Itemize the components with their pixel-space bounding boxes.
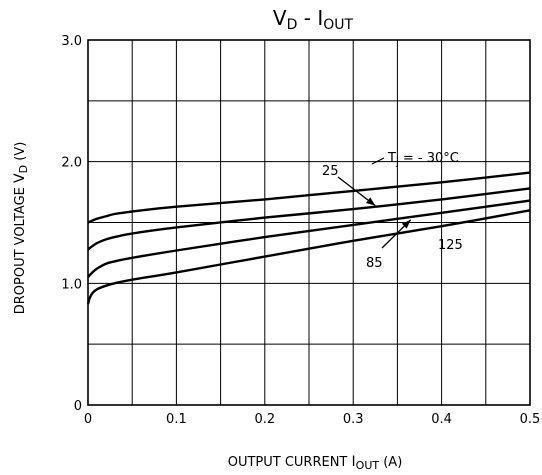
x-tick-label: 0.1: [166, 412, 187, 427]
y-tick-label: 1.0: [61, 277, 82, 292]
x-tick-label: 0: [84, 412, 92, 427]
grid: [88, 40, 530, 405]
arrow-85-head: [401, 219, 411, 229]
tick-labels: 0 0.1 0.2 0.3 0.4 0.5 0 1.0 2.0 3.0: [61, 34, 540, 427]
x-tick-label: 0.5: [520, 412, 541, 427]
tj-annotation: Tj = - 30°C: [387, 151, 459, 168]
y-axis-label: DROPOUT VOLTAGE VD (V): [12, 142, 30, 315]
x-tick-label: 0.3: [343, 412, 364, 427]
label-25: 25: [322, 164, 339, 179]
curve-85: [87, 199, 531, 279]
curve-125: [86, 209, 531, 305]
chart-title: VD - IOUT: [273, 6, 354, 33]
x-tick-label: 0.4: [431, 412, 452, 427]
curve-30C: [87, 171, 531, 224]
label-85: 85: [366, 256, 383, 271]
arrow-25-head: [366, 197, 376, 206]
annotations: [337, 157, 412, 249]
tj-leader: [371, 157, 385, 165]
y-tick-label: 3.0: [61, 34, 82, 49]
y-tick-label: 2.0: [61, 156, 82, 171]
x-axis-label: OUTPUT CURRENT IOUT (A): [228, 454, 403, 472]
x-tick-label: 0.2: [254, 412, 275, 427]
label-125: 125: [438, 238, 463, 253]
curves: [86, 171, 531, 305]
y-tick-label: 0: [74, 399, 82, 414]
curve-25: [87, 187, 531, 251]
